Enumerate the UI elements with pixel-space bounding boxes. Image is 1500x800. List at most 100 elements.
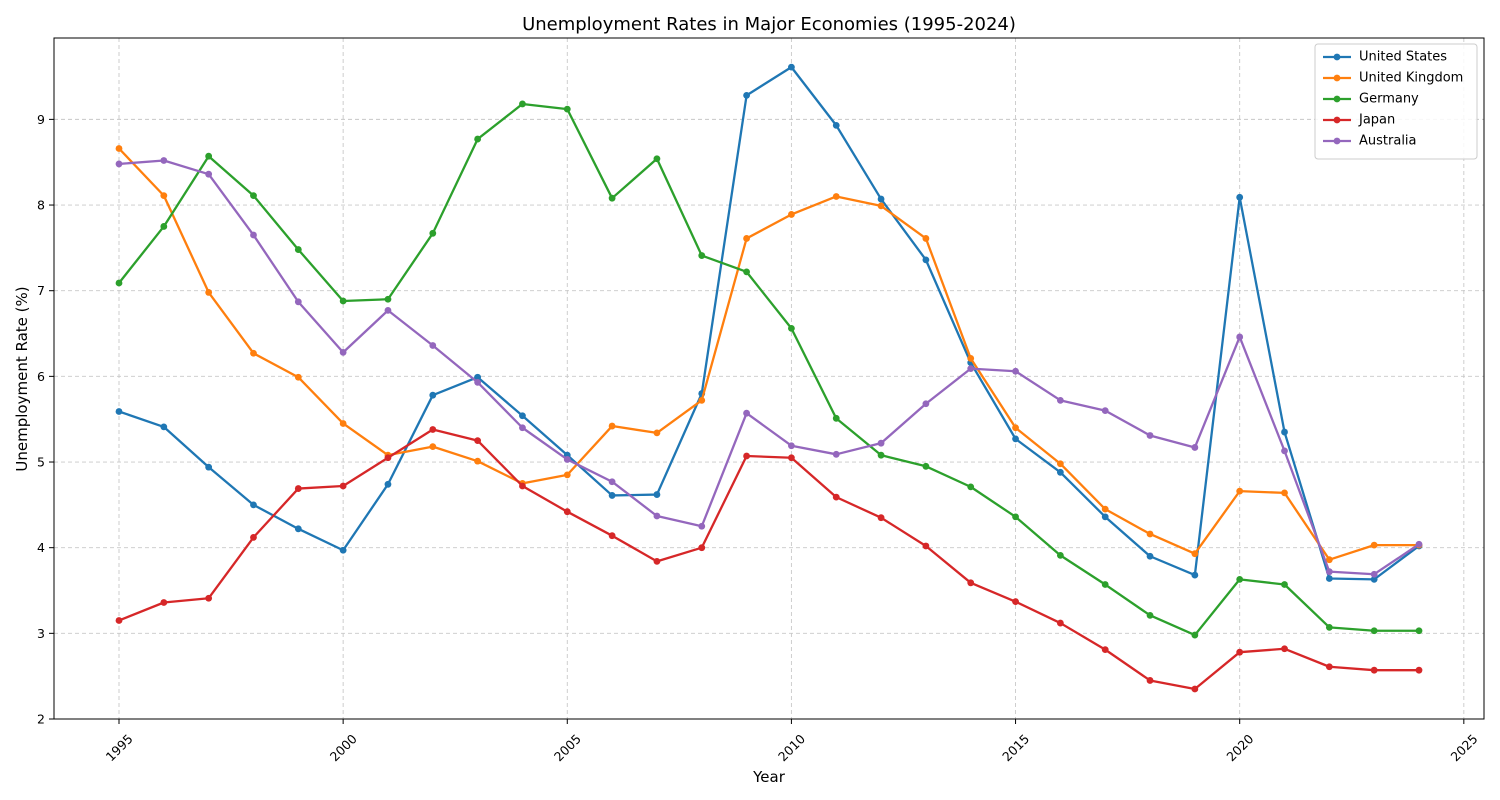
data-point-united-states bbox=[205, 463, 213, 471]
data-point-united-kingdom bbox=[563, 471, 571, 479]
data-point-japan bbox=[115, 617, 123, 624]
data-point-japan bbox=[1236, 648, 1244, 656]
data-point-united-kingdom bbox=[294, 373, 302, 381]
data-point-united-kingdom bbox=[1146, 530, 1154, 538]
data-point-germany bbox=[832, 414, 840, 422]
data-point-united-kingdom bbox=[474, 457, 482, 465]
data-point-united-states bbox=[339, 546, 347, 554]
data-point-united-kingdom bbox=[608, 422, 616, 430]
data-point-germany bbox=[1281, 581, 1288, 588]
data-point-united-kingdom bbox=[1191, 550, 1199, 558]
data-point-united-states bbox=[1191, 571, 1199, 579]
data-point-united-kingdom bbox=[160, 192, 168, 200]
data-point-united-states bbox=[474, 373, 482, 381]
data-point-united-kingdom bbox=[205, 289, 213, 296]
series-line-japan bbox=[117, 428, 1421, 691]
legend-label: Germany bbox=[1359, 92, 1419, 107]
data-point-united-states bbox=[294, 525, 302, 533]
data-point-germany bbox=[384, 295, 392, 303]
data-point-united-states bbox=[115, 408, 123, 415]
data-point-germany bbox=[1370, 627, 1378, 635]
series-germany bbox=[115, 100, 1423, 639]
data-point-australia bbox=[922, 400, 930, 408]
data-point-germany bbox=[563, 105, 571, 113]
chart-title: Unemployment Rates in Major Economies (1… bbox=[522, 14, 1016, 35]
data-point-united-states bbox=[922, 256, 930, 264]
data-point-united-states bbox=[608, 492, 616, 499]
data-point-germany bbox=[1236, 575, 1244, 583]
series-line-united-states bbox=[117, 65, 1421, 581]
y-tick-label: 8 bbox=[37, 198, 45, 213]
series-line-united-kingdom bbox=[117, 147, 1421, 561]
legend-item-australia: Australia bbox=[1323, 134, 1417, 149]
legend-swatch-marker bbox=[1333, 137, 1341, 145]
data-point-japan bbox=[608, 532, 616, 540]
data-point-japan bbox=[1191, 685, 1199, 693]
x-tick-label: 2020 bbox=[1223, 731, 1256, 764]
data-point-united-states bbox=[429, 391, 437, 399]
data-point-australia bbox=[1281, 447, 1288, 455]
legend-label: Australia bbox=[1359, 134, 1417, 149]
data-point-australia bbox=[653, 512, 661, 520]
data-point-germany bbox=[608, 194, 616, 202]
data-point-united-kingdom bbox=[922, 235, 930, 242]
x-tick-label: 2025 bbox=[1447, 731, 1480, 764]
legend-label: United Kingdom bbox=[1359, 71, 1463, 86]
y-tick-label: 2 bbox=[37, 712, 45, 727]
data-point-united-kingdom bbox=[653, 429, 661, 437]
data-point-united-states bbox=[877, 195, 885, 203]
data-point-japan bbox=[1146, 677, 1154, 684]
data-point-germany bbox=[1056, 551, 1064, 559]
data-point-germany bbox=[922, 462, 930, 470]
data-point-germany bbox=[519, 100, 526, 108]
data-point-united-states bbox=[788, 63, 795, 71]
data-point-australia bbox=[205, 170, 213, 178]
data-point-united-kingdom bbox=[698, 396, 706, 404]
data-point-australia bbox=[1012, 367, 1019, 375]
x-tick-label: 1995 bbox=[103, 731, 136, 764]
data-point-japan bbox=[384, 454, 392, 462]
data-point-australia bbox=[519, 424, 526, 432]
data-point-australia bbox=[1415, 540, 1423, 548]
series-united-kingdom bbox=[115, 145, 1423, 564]
data-point-australia bbox=[788, 442, 795, 450]
data-point-germany bbox=[294, 246, 302, 253]
data-point-australia bbox=[743, 409, 750, 417]
data-point-germany bbox=[1415, 627, 1423, 635]
series-lines bbox=[115, 63, 1423, 693]
data-point-united-states bbox=[1236, 193, 1244, 201]
data-point-germany bbox=[115, 279, 123, 287]
data-point-united-states bbox=[1281, 428, 1288, 436]
y-axis-label: Unemployment Rate (%) bbox=[13, 286, 31, 471]
data-point-united-states bbox=[1370, 575, 1378, 583]
data-point-united-states bbox=[519, 412, 526, 420]
data-point-australia bbox=[832, 450, 840, 458]
data-point-germany bbox=[1012, 513, 1019, 521]
data-point-japan bbox=[474, 437, 482, 445]
legend-swatch-marker bbox=[1333, 74, 1341, 82]
data-point-japan bbox=[1012, 598, 1019, 606]
data-point-japan bbox=[205, 594, 213, 602]
data-point-united-kingdom bbox=[1056, 460, 1064, 468]
data-point-united-states bbox=[1056, 468, 1064, 476]
data-point-japan bbox=[519, 482, 526, 490]
data-point-japan bbox=[563, 508, 571, 516]
series-united-states bbox=[115, 63, 1423, 583]
data-point-united-states bbox=[743, 91, 750, 99]
data-point-japan bbox=[250, 534, 257, 541]
data-point-japan bbox=[339, 482, 347, 490]
y-axis-ticks: 2 3 4 5 6 7 8 9 bbox=[37, 112, 54, 727]
plot-area-frame bbox=[53, 37, 1485, 720]
data-point-japan bbox=[1370, 666, 1378, 674]
data-point-united-states bbox=[1325, 575, 1333, 582]
data-point-united-kingdom bbox=[429, 443, 437, 450]
legend-label: United States bbox=[1359, 50, 1447, 65]
x-tick-label: 2015 bbox=[999, 731, 1032, 764]
series-line-germany bbox=[117, 102, 1421, 637]
data-point-japan bbox=[788, 454, 795, 462]
data-point-germany bbox=[698, 252, 706, 259]
data-point-australia bbox=[1056, 396, 1064, 404]
y-tick-label: 9 bbox=[37, 112, 45, 127]
data-point-united-kingdom bbox=[832, 193, 840, 200]
